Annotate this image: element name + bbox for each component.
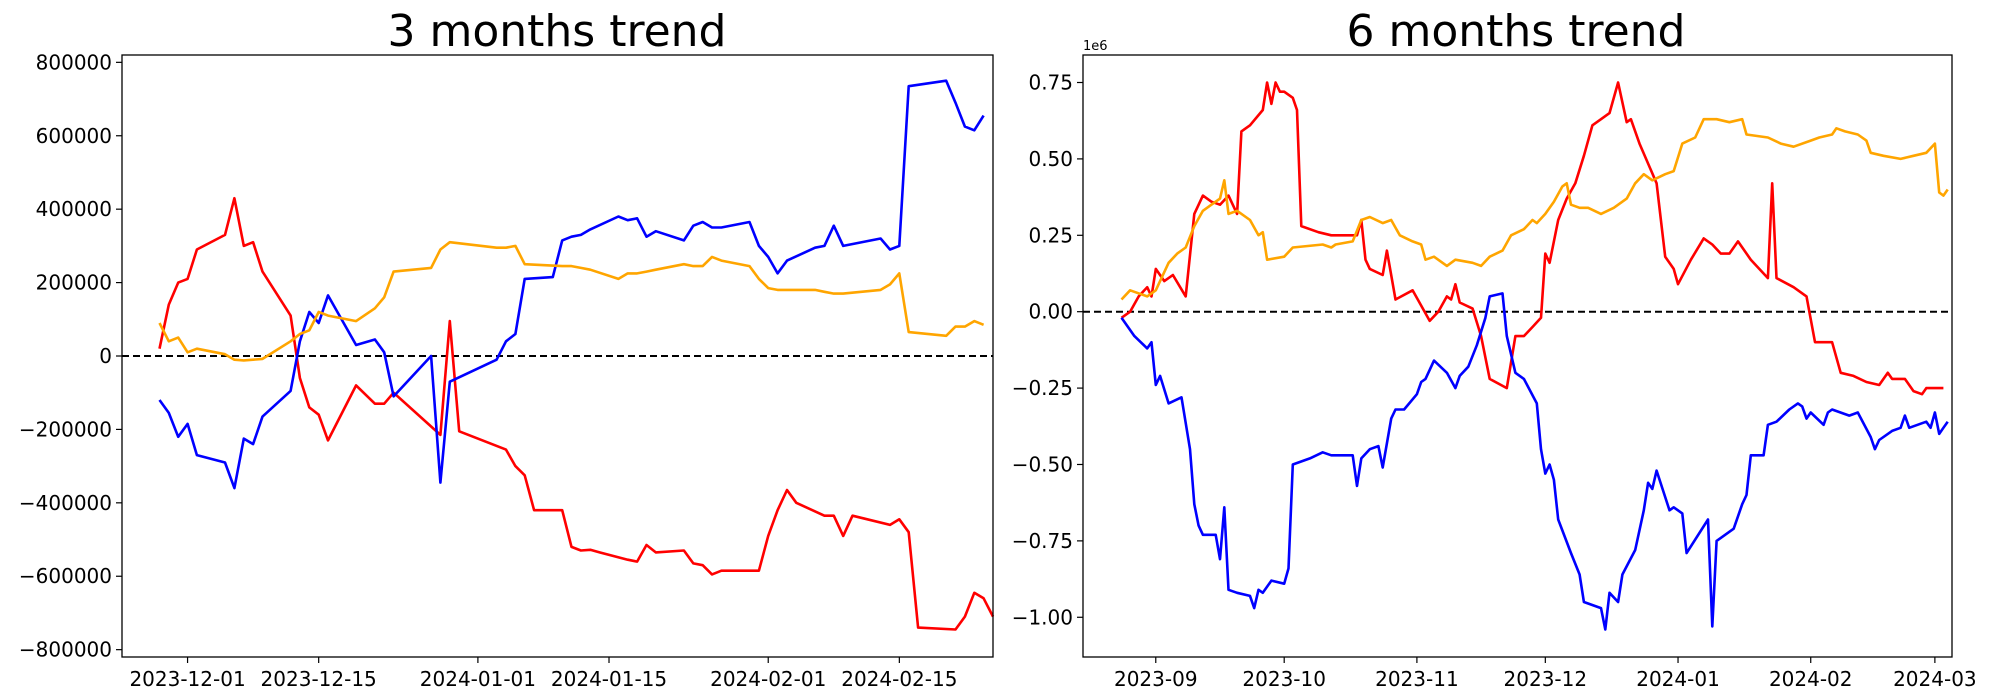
axes-frame — [1082, 54, 1953, 658]
series-line-2 — [158, 240, 985, 362]
x-tick-label: 2024-01-01 — [420, 667, 536, 691]
x-tick-label: 2024-02-15 — [841, 667, 957, 691]
y-tick-label: 0.50 — [1028, 147, 1073, 171]
y-tick-label: −800000 — [19, 638, 112, 662]
y-tick-label: −400000 — [19, 491, 112, 515]
y-tick-label: −200000 — [19, 417, 112, 441]
plot-area: 2023-09 2023-10 2023-11 2023-12 2024-01 2024-… — [1012, 54, 1977, 691]
series-line-2 — [1120, 117, 1949, 301]
y-tick-label: −0.75 — [1012, 529, 1073, 553]
y-tick-label: −600000 — [19, 564, 112, 588]
panel-6-months: 6 months trend 1e6 2023-09 2023-10 2023-11… — [1012, 6, 1977, 691]
series-line-0 — [158, 196, 995, 631]
x-tick-label: 2023-10 — [1242, 667, 1326, 691]
chart-title: 3 months trend — [388, 6, 727, 57]
y-tick-label: 600000 — [36, 124, 112, 148]
panel-3-months: 3 months trend 2023-12-01 2023-12-15 2024-… — [19, 6, 995, 691]
x-tick-label: 2024-03 — [1893, 667, 1977, 691]
series-line-1 — [1120, 292, 1949, 631]
chart-title: 6 months trend — [1347, 6, 1686, 57]
y-offset-label: 1e6 — [1083, 39, 1108, 54]
x-tick-label: 2023-12-01 — [129, 667, 245, 691]
y-tick-label: 200000 — [36, 271, 112, 295]
y-tick-label: 400000 — [36, 197, 112, 221]
y-tick-label: −0.50 — [1012, 452, 1073, 476]
y-tick-label: −0.25 — [1012, 376, 1073, 400]
y-tick-label: 0 — [99, 344, 112, 368]
x-tick-label: 2024-01 — [1636, 667, 1720, 691]
x-tick-label: 2023-11 — [1375, 667, 1459, 691]
x-tick-label: 2024-02 — [1769, 667, 1853, 691]
y-tick-label: −1.00 — [1012, 605, 1073, 629]
x-tick-label: 2023-12-15 — [261, 667, 377, 691]
x-tick-label: 2024-01-15 — [551, 667, 667, 691]
y-tick-label: 0.00 — [1028, 300, 1073, 324]
x-tick-label: 2023-12 — [1504, 667, 1588, 691]
x-tick-label: 2024-02-01 — [710, 667, 826, 691]
y-tick-label: 800000 — [36, 50, 112, 74]
y-tick-label: 0.25 — [1028, 223, 1073, 247]
plot-area: 2023-12-01 2023-12-15 2024-01-01 2024-01-15… — [19, 50, 995, 691]
series-line-1 — [158, 79, 985, 490]
y-tick-label: 0.75 — [1028, 71, 1073, 95]
series-line-0 — [1120, 81, 1944, 396]
x-tick-label: 2023-09 — [1114, 667, 1198, 691]
